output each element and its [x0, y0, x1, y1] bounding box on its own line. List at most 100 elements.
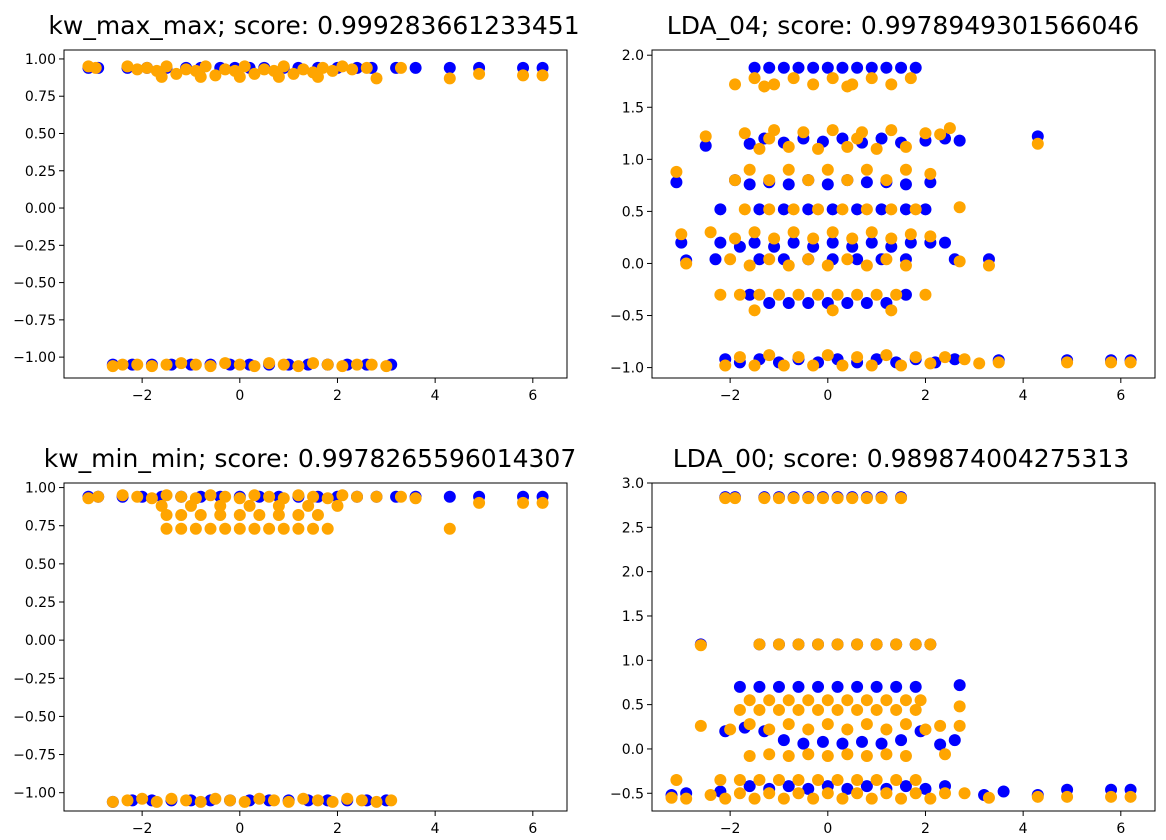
predicted-point — [204, 522, 217, 535]
actual-point — [919, 203, 932, 216]
predicted-point — [724, 723, 737, 736]
predicted-point — [517, 69, 530, 82]
predicted-point — [1061, 356, 1074, 369]
actual-point — [953, 134, 966, 147]
predicted-point — [258, 63, 271, 76]
predicted-point — [797, 126, 810, 139]
actual-point — [909, 61, 922, 74]
actual-point — [753, 203, 766, 216]
predicted-point — [895, 492, 908, 505]
x-tick-label: 4 — [1019, 821, 1028, 837]
predicted-point — [733, 351, 746, 364]
predicted-point — [782, 750, 795, 763]
y-tick-label: −0.75 — [13, 748, 56, 764]
actual-point — [748, 61, 761, 74]
predicted-point — [370, 795, 383, 808]
predicted-point — [939, 787, 952, 800]
predicted-point — [860, 259, 873, 272]
actual-point — [782, 178, 795, 191]
predicted-point — [953, 255, 966, 268]
predicted-point — [836, 359, 849, 372]
predicted-point — [772, 492, 785, 505]
predicted-point — [473, 67, 486, 80]
predicted-point — [909, 703, 922, 716]
predicted-point — [812, 638, 825, 651]
predicted-point — [248, 489, 261, 502]
predicted-point — [851, 132, 864, 145]
predicted-point — [802, 174, 815, 187]
predicted-point — [763, 694, 776, 707]
actual-point — [875, 203, 888, 216]
predicted-point — [738, 127, 751, 140]
predicted-point — [851, 638, 864, 651]
predicted-point — [758, 492, 771, 505]
predicted-point — [180, 63, 193, 76]
actual-point — [899, 203, 912, 216]
predicted-point — [263, 522, 276, 535]
predicted-point — [851, 703, 864, 716]
predicted-point — [729, 492, 742, 505]
y-tick-label: 1.00 — [25, 52, 56, 68]
actual-point — [797, 737, 810, 750]
predicted-point — [890, 288, 903, 301]
predicted-point — [336, 489, 349, 502]
predicted-point — [821, 718, 834, 731]
subplot-title: LDA_00; score: 0.989874004275313 — [673, 444, 1130, 473]
predicted-point — [92, 490, 105, 503]
predicted-point — [836, 203, 849, 216]
predicted-point — [116, 358, 129, 371]
predicted-point — [219, 490, 232, 503]
predicted-point — [729, 174, 742, 187]
predicted-point — [219, 357, 232, 370]
predicted-point — [899, 163, 912, 176]
predicted-point — [772, 638, 785, 651]
predicted-point — [665, 791, 678, 804]
predicted-point — [536, 496, 549, 509]
actual-point — [880, 61, 893, 74]
predicted-point — [792, 351, 805, 364]
subplot-kw-min-min: kw_min_min; score: 0.9978265596014307 −2… — [13, 444, 576, 837]
predicted-point — [768, 232, 781, 245]
predicted-point — [473, 496, 486, 509]
actual-point — [821, 61, 834, 74]
actual-point — [821, 178, 834, 191]
actual-point — [899, 780, 912, 793]
predicted-point — [982, 791, 995, 804]
predicted-point — [219, 522, 232, 535]
predicted-point — [233, 492, 246, 505]
actual-point — [763, 297, 776, 310]
predicted-point — [165, 792, 178, 805]
predicted-point — [106, 795, 119, 808]
scatter-points — [665, 491, 1137, 805]
predicted-point — [831, 288, 844, 301]
predicted-point — [841, 80, 854, 93]
predicted-point — [194, 509, 207, 522]
predicted-point — [263, 357, 276, 370]
predicted-point — [238, 60, 251, 73]
predicted-point — [885, 203, 898, 216]
predicted-point — [160, 509, 173, 522]
actual-point — [997, 785, 1010, 798]
y-tick-label: −0.50 — [13, 709, 56, 725]
actual-point — [714, 236, 727, 249]
predicted-point — [831, 638, 844, 651]
actual-point — [443, 61, 456, 74]
predicted-point — [311, 509, 324, 522]
predicted-point — [821, 349, 834, 362]
predicted-point — [870, 142, 883, 155]
actual-point — [733, 680, 746, 693]
predicted-point — [831, 703, 844, 716]
predicted-point — [307, 490, 320, 503]
predicted-point — [763, 203, 776, 216]
predicted-point — [880, 787, 893, 800]
predicted-point — [841, 748, 854, 761]
predicted-point — [160, 358, 173, 371]
predicted-point — [733, 787, 746, 800]
predicted-point — [233, 522, 246, 535]
predicted-point — [768, 78, 781, 91]
predicted-point — [953, 719, 966, 732]
actual-point — [807, 240, 820, 253]
actual-point — [802, 782, 815, 795]
predicted-point — [443, 72, 456, 85]
actual-point — [841, 782, 854, 795]
